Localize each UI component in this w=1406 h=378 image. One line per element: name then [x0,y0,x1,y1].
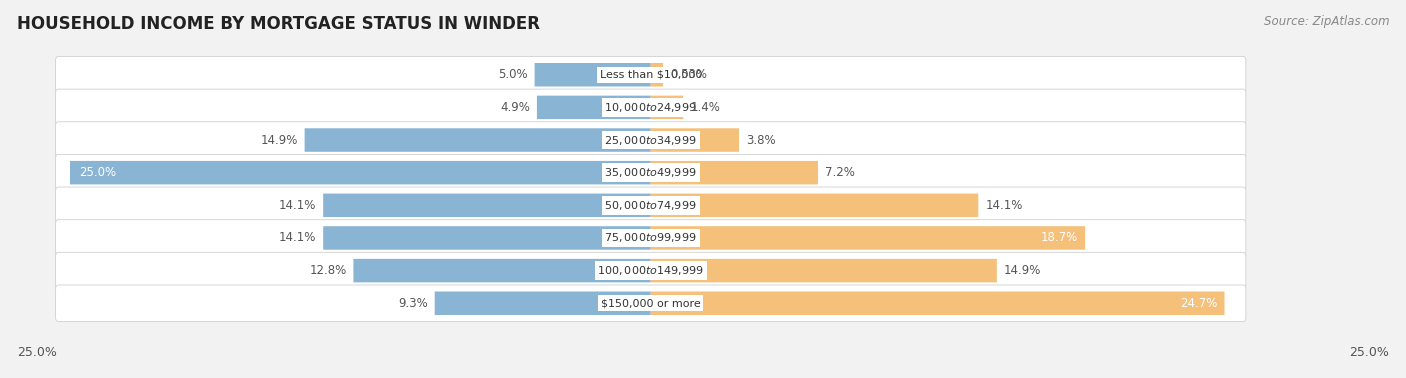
Text: 1.4%: 1.4% [690,101,720,114]
Text: 7.2%: 7.2% [825,166,855,179]
FancyBboxPatch shape [353,259,651,282]
Text: 14.1%: 14.1% [278,199,316,212]
Text: 5.0%: 5.0% [498,68,527,81]
Text: $35,000 to $49,999: $35,000 to $49,999 [605,166,697,179]
FancyBboxPatch shape [537,96,651,119]
Text: 4.9%: 4.9% [501,101,530,114]
Legend: Without Mortgage, With Mortgage: Without Mortgage, With Mortgage [450,373,742,378]
FancyBboxPatch shape [56,89,1246,125]
Text: $25,000 to $34,999: $25,000 to $34,999 [605,133,697,147]
Text: 24.7%: 24.7% [1180,297,1218,310]
FancyBboxPatch shape [305,128,651,152]
Text: 0.53%: 0.53% [671,68,707,81]
Text: 14.1%: 14.1% [986,199,1022,212]
Text: $75,000 to $99,999: $75,000 to $99,999 [605,231,697,245]
Text: 18.7%: 18.7% [1040,231,1078,245]
FancyBboxPatch shape [56,187,1246,224]
Text: 25.0%: 25.0% [17,346,56,359]
Text: 12.8%: 12.8% [309,264,346,277]
FancyBboxPatch shape [56,285,1246,322]
FancyBboxPatch shape [56,122,1246,158]
FancyBboxPatch shape [651,128,740,152]
Text: 9.3%: 9.3% [398,297,427,310]
Text: $150,000 or more: $150,000 or more [600,298,700,308]
FancyBboxPatch shape [70,161,651,184]
Text: 25.0%: 25.0% [79,166,117,179]
Text: Less than $10,000: Less than $10,000 [599,70,702,80]
FancyBboxPatch shape [56,154,1246,191]
FancyBboxPatch shape [651,291,1225,315]
Text: $10,000 to $24,999: $10,000 to $24,999 [605,101,697,114]
Text: 3.8%: 3.8% [747,133,776,147]
FancyBboxPatch shape [56,56,1246,93]
FancyBboxPatch shape [651,226,1085,250]
FancyBboxPatch shape [323,194,651,217]
FancyBboxPatch shape [56,253,1246,289]
Text: HOUSEHOLD INCOME BY MORTGAGE STATUS IN WINDER: HOUSEHOLD INCOME BY MORTGAGE STATUS IN W… [17,15,540,33]
FancyBboxPatch shape [56,220,1246,256]
FancyBboxPatch shape [651,194,979,217]
FancyBboxPatch shape [651,63,664,87]
Text: $100,000 to $149,999: $100,000 to $149,999 [598,264,704,277]
FancyBboxPatch shape [651,259,997,282]
FancyBboxPatch shape [323,226,651,250]
Text: $50,000 to $74,999: $50,000 to $74,999 [605,199,697,212]
Text: 25.0%: 25.0% [1350,346,1389,359]
FancyBboxPatch shape [651,96,683,119]
Text: 14.1%: 14.1% [278,231,316,245]
FancyBboxPatch shape [434,291,651,315]
FancyBboxPatch shape [534,63,651,87]
Text: 14.9%: 14.9% [260,133,298,147]
Text: 14.9%: 14.9% [1004,264,1042,277]
FancyBboxPatch shape [651,161,818,184]
Text: Source: ZipAtlas.com: Source: ZipAtlas.com [1264,15,1389,28]
